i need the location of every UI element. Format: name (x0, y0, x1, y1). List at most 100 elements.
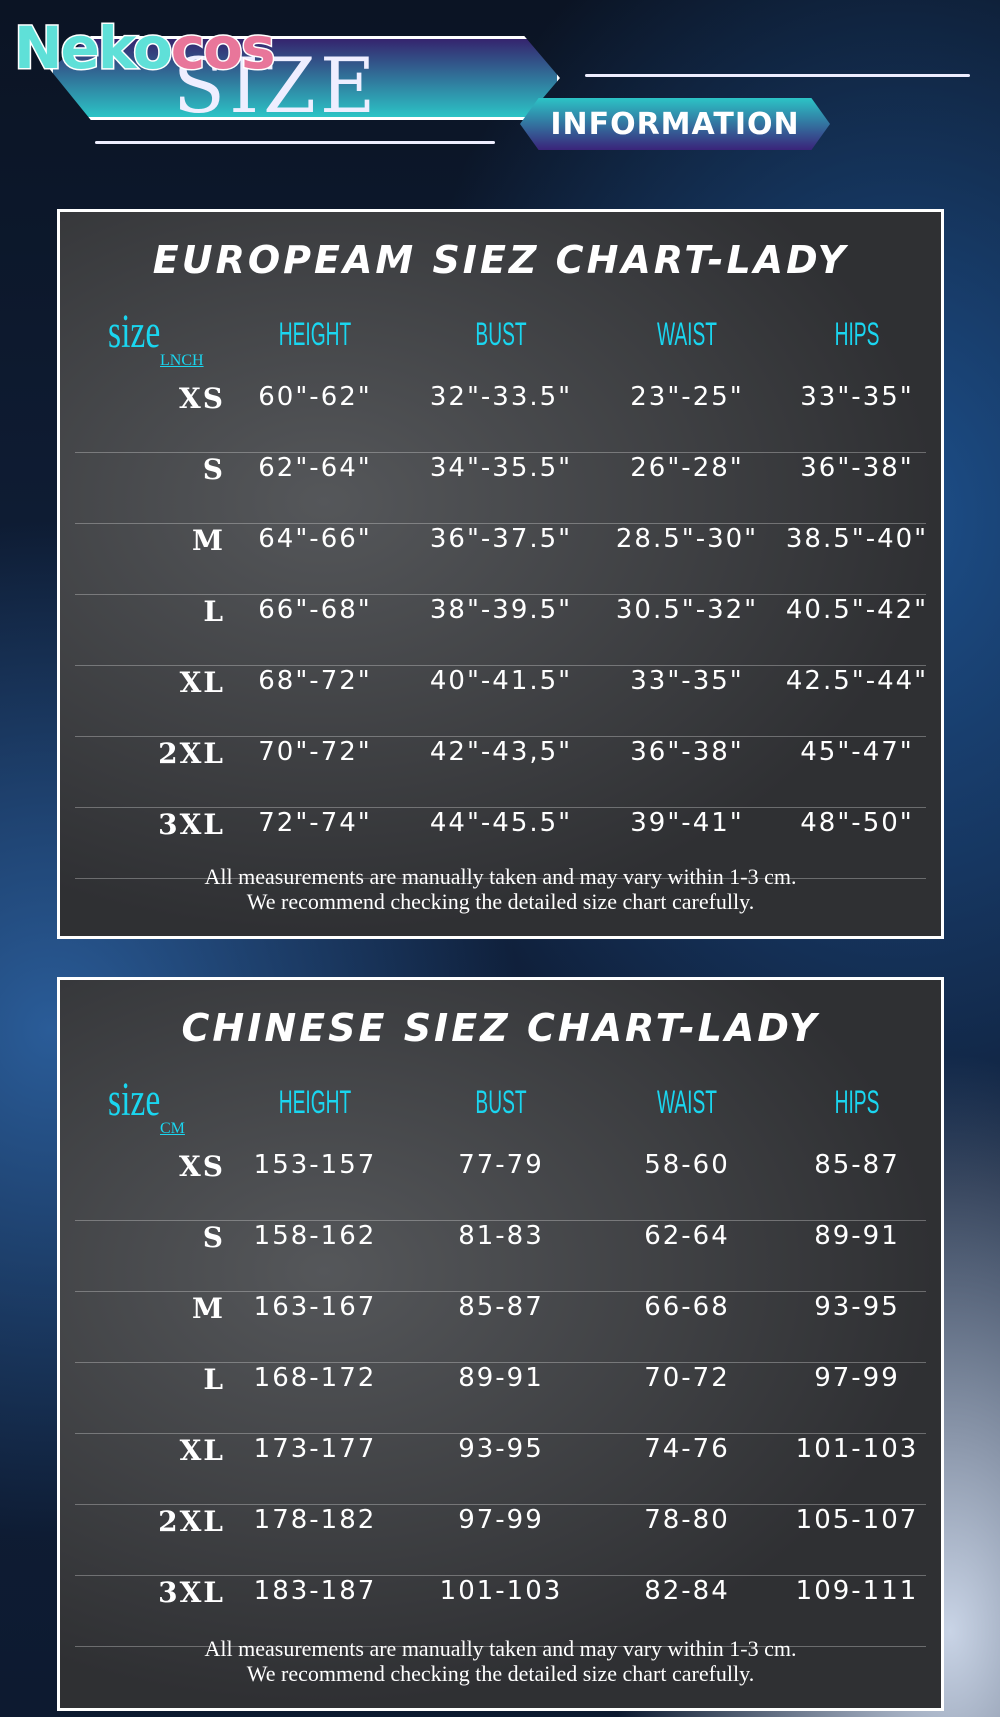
size-cell: L (203, 595, 225, 628)
note-line: All measurements are manually taken and … (204, 1636, 797, 1661)
hips-cell: 48"-50" (800, 808, 914, 838)
header-waist: WAIST (656, 316, 718, 352)
table-row: 2XL 178-182 97-99 78-80 105-107 (75, 1505, 926, 1576)
note-line: We recommend checking the detailed size … (246, 1661, 755, 1686)
brand-logo: Nekocos (13, 13, 277, 84)
header-height: HEIGHT (278, 1084, 352, 1120)
waist-cell: 70-72 (644, 1363, 730, 1393)
table-row: 3XL 183-187 101-103 82-84 109-111 (75, 1576, 926, 1647)
chart-title: Europeam Siez Chart-Lady (152, 238, 849, 282)
table-row: 2XL 70"-72" 42"-43,5" 36"-38" 45"-47" (75, 737, 926, 808)
ornament-line (95, 141, 495, 144)
hips-cell: 38.5"-40" (785, 524, 929, 554)
bust-cell: 89-91 (458, 1363, 544, 1393)
size-cell: 2XL (158, 737, 225, 770)
waist-cell: 23"-25" (630, 382, 744, 412)
size-cell: 2XL (158, 1505, 225, 1538)
hips-cell: 45"-47" (800, 737, 914, 767)
hips-cell: 105-107 (795, 1505, 919, 1535)
waist-cell: 66-68 (644, 1292, 730, 1322)
height-cell: 168-172 (253, 1363, 377, 1393)
hips-cell: 101-103 (795, 1434, 919, 1464)
bust-cell: 42"-43,5" (429, 737, 573, 767)
note: All measurements are manually taken and … (60, 864, 941, 914)
height-cell: 178-182 (253, 1505, 377, 1535)
note-line: All measurements are manually taken and … (204, 864, 797, 889)
height-cell: 70"-72" (258, 737, 372, 767)
waist-cell: 33"-35" (630, 666, 744, 696)
size-cell: S (202, 1221, 225, 1254)
bust-cell: 101-103 (439, 1576, 563, 1606)
waist-cell: 58-60 (644, 1150, 730, 1180)
waist-cell: 26"-28" (630, 453, 744, 483)
table-row: M 163-167 85-87 66-68 93-95 (75, 1292, 926, 1363)
chinese-size-chart: Chinese Siez Chart-Lady size CM HEIGHT BUS… (57, 977, 944, 1711)
hips-cell: 89-91 (814, 1221, 900, 1251)
table-row: M 64"-66" 36"-37.5" 28.5"-30" 38.5"-40" (75, 524, 926, 595)
height-cell: 153-157 (253, 1150, 377, 1180)
bust-cell: 34"-35.5" (429, 453, 573, 483)
size-header: size (108, 1073, 161, 1126)
waist-cell: 78-80 (644, 1505, 730, 1535)
size-banner: SIZE (50, 36, 560, 120)
height-cell: 60"-62" (258, 382, 372, 412)
hips-cell: 42.5"-44" (785, 666, 929, 696)
unit-label: LNCH (160, 352, 204, 369)
ornament-line (585, 74, 970, 77)
table-row: L 66"-68" 38"-39.5" 30.5"-32" 40.5"-42" (75, 595, 926, 666)
size-cell: XS (179, 1150, 225, 1183)
table-row: XL 173-177 93-95 74-76 101-103 (75, 1434, 926, 1505)
size-cell: L (203, 1363, 225, 1396)
size-cell: S (202, 453, 225, 486)
size-cell: XL (179, 666, 225, 699)
bust-cell: 77-79 (458, 1150, 544, 1180)
size-cell: M (192, 524, 225, 557)
height-cell: 163-167 (253, 1292, 377, 1322)
height-cell: 72"-74" (258, 808, 372, 838)
height-cell: 64"-66" (258, 524, 372, 554)
hips-cell: 33"-35" (800, 382, 914, 412)
banner-title: SIZE (173, 41, 380, 130)
header-waist: WAIST (656, 1084, 718, 1120)
size-cell: M (192, 1292, 225, 1325)
size-header: size (108, 305, 161, 358)
bust-cell: 81-83 (458, 1221, 544, 1251)
height-cell: 183-187 (253, 1576, 377, 1606)
bust-cell: 93-95 (458, 1434, 544, 1464)
height-cell: 173-177 (253, 1434, 377, 1464)
height-cell: 68"-72" (258, 666, 372, 696)
waist-cell: 82-84 (644, 1576, 730, 1606)
bust-cell: 40"-41.5" (429, 666, 573, 696)
waist-cell: 36"-38" (630, 737, 744, 767)
size-cell: 3XL (158, 808, 225, 841)
hips-cell: 93-95 (814, 1292, 900, 1322)
table-row: L 168-172 89-91 70-72 97-99 (75, 1363, 926, 1434)
hips-cell: 97-99 (814, 1363, 900, 1393)
header-hips: HIPS (834, 1084, 880, 1120)
bust-cell: 85-87 (458, 1292, 544, 1322)
unit-label: CM (160, 1120, 185, 1137)
size-cell: XS (179, 382, 225, 415)
waist-cell: 74-76 (644, 1434, 730, 1464)
waist-cell: 28.5"-30" (615, 524, 759, 554)
size-cell: 3XL (158, 1576, 225, 1609)
note: All measurements are manually taken and … (60, 1636, 941, 1686)
height-cell: 158-162 (253, 1221, 377, 1251)
table-row: 3XL 72"-74" 44"-45.5" 39"-41" 48"-50" (75, 808, 926, 879)
table-row: XS 153-157 77-79 58-60 85-87 (75, 1150, 926, 1221)
waist-cell: 30.5"-32" (615, 595, 759, 625)
chart-title: Chinese Siez Chart-Lady (181, 1006, 820, 1050)
header-hips: HIPS (834, 316, 880, 352)
information-banner: INFORMATION (520, 98, 830, 150)
header-bust: BUST (475, 1084, 527, 1120)
table-row: S 158-162 81-83 62-64 89-91 (75, 1221, 926, 1292)
waist-cell: 39"-41" (630, 808, 744, 838)
hips-cell: 85-87 (814, 1150, 900, 1180)
bust-cell: 36"-37.5" (429, 524, 573, 554)
european-size-chart: Europeam Siez Chart-Lady size LNCH HEIGHT… (57, 209, 944, 939)
bust-cell: 44"-45.5" (429, 808, 573, 838)
hips-cell: 36"-38" (800, 453, 914, 483)
hips-cell: 40.5"-42" (785, 595, 929, 625)
size-cell: XL (179, 1434, 225, 1467)
table-row: XL 68"-72" 40"-41.5" 33"-35" 42.5"-44" (75, 666, 926, 737)
